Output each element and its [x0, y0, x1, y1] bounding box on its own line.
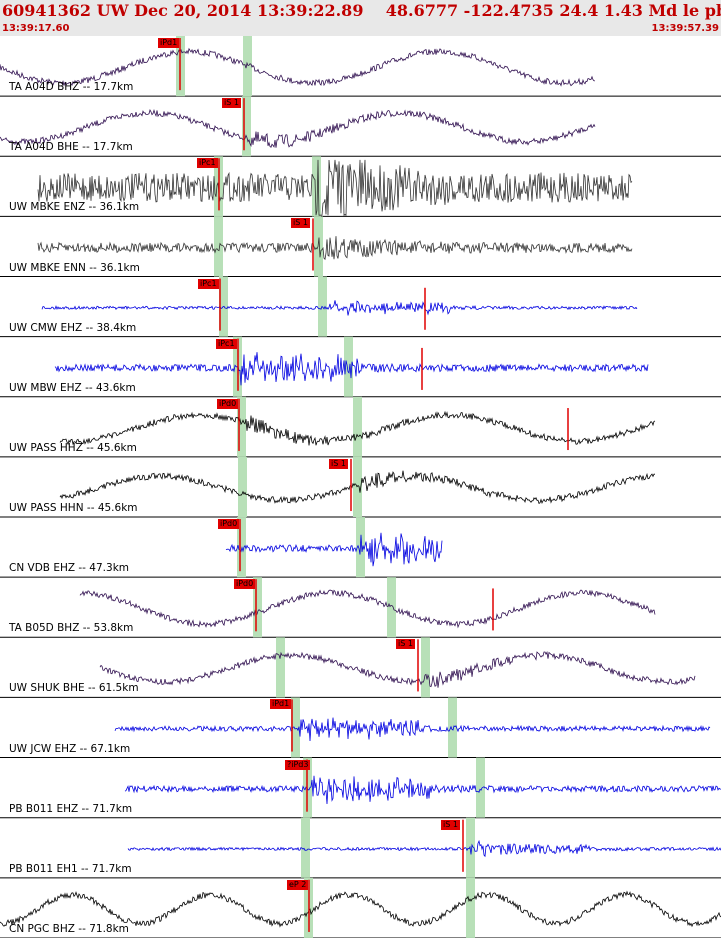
waveform-trace[interactable] — [41, 300, 638, 316]
phase-pick-label[interactable]: iS 1 — [441, 819, 460, 830]
waveform-trace[interactable] — [0, 890, 721, 928]
phase-pick-label[interactable]: iS 1 — [329, 458, 348, 469]
phase-pick-label[interactable]: iPd0 — [217, 398, 239, 409]
phase-window-band — [476, 757, 485, 818]
header-bar: 60941362 UW Dec 20, 2014 13:39:22.89 48.… — [0, 0, 721, 36]
waveform-trace[interactable] — [59, 470, 655, 505]
phase-pick-label[interactable]: eP 2 — [287, 879, 309, 890]
seismogram-canvas[interactable] — [0, 36, 721, 938]
channel-label: UW MBKE ENZ -- 36.1km — [9, 201, 140, 214]
channel-label: UW SHUK BHE -- 61.5km — [9, 682, 139, 695]
trace-panel: iPd1 TA A04D BHZ -- 17.7km iS 1 TA A04D BHE… — [0, 36, 721, 938]
phase-pick-label[interactable]: iPc1 — [197, 158, 218, 169]
channel-label: CN PGC BHZ -- 71.8km — [9, 922, 129, 935]
phase-window-band — [291, 697, 300, 758]
channel-label: UW PASS HHN -- 45.6km — [9, 502, 138, 515]
waveform-trace[interactable] — [54, 352, 649, 386]
phase-pick-label[interactable]: ?iPd3 — [285, 759, 311, 770]
waveform-trace[interactable] — [114, 717, 711, 742]
phase-window-band — [301, 817, 310, 878]
phase-pick-label[interactable]: iS 1 — [222, 98, 241, 109]
channel-label: PB B011 EH1 -- 71.7km — [9, 862, 132, 875]
channel-label: TA A04D BHZ -- 17.7km — [9, 81, 134, 94]
phase-pick-label[interactable]: iS 1 — [396, 639, 415, 650]
event-title: 60941362 UW Dec 20, 2014 13:39:22.89 48.… — [2, 1, 721, 20]
waveform-trace[interactable] — [225, 532, 443, 567]
channel-label: UW MBW EHZ -- 43.6km — [9, 381, 136, 394]
phase-window-band — [243, 36, 252, 97]
start-time: 13:39:17.60 — [2, 23, 70, 34]
waveform-trace[interactable] — [0, 108, 596, 148]
end-time: 13:39:57.39 — [651, 23, 719, 34]
phase-window-band — [237, 396, 246, 457]
phase-pick-label[interactable]: iS 1 — [291, 218, 310, 229]
phase-pick-label[interactable]: iPc1 — [216, 338, 237, 349]
phase-window-band — [237, 517, 246, 578]
channel-label: UW MBKE ENN -- 36.1km — [9, 261, 140, 274]
phase-pick-label[interactable]: iPc1 — [198, 278, 219, 289]
channel-label: UW JCW EHZ -- 67.1km — [9, 742, 131, 755]
phase-pick-label[interactable]: iPd0 — [218, 519, 240, 530]
waveform-trace[interactable] — [37, 159, 633, 216]
phase-window-band — [214, 216, 223, 277]
waveform-trace[interactable] — [127, 839, 721, 858]
phase-pick-label[interactable]: iPd1 — [158, 38, 180, 48]
phase-window-band — [253, 577, 262, 638]
phase-window-band — [344, 336, 353, 397]
waveform-trace[interactable] — [37, 236, 633, 261]
channel-label: TA A04D BHE -- 17.7km — [9, 141, 133, 154]
channel-label: CN VDB EHZ -- 47.3km — [9, 562, 129, 575]
phase-window-band — [421, 637, 430, 698]
waveform-trace[interactable] — [79, 589, 656, 629]
channel-label: TA B05D BHZ -- 53.8km — [9, 622, 134, 635]
channel-label: UW PASS HHZ -- 45.6km — [9, 441, 137, 454]
phase-window-band — [353, 456, 362, 518]
phase-window-band — [314, 216, 323, 277]
phase-window-band — [448, 697, 457, 758]
phase-window-band — [312, 156, 321, 217]
phase-window-band — [242, 96, 251, 157]
waveform-trace[interactable] — [0, 47, 596, 87]
waveform-trace[interactable] — [59, 410, 656, 446]
waveform-trace[interactable] — [124, 775, 721, 805]
phase-window-band — [466, 877, 475, 938]
channel-label: PB B011 EHZ -- 71.7km — [9, 802, 133, 815]
phase-window-band — [387, 577, 396, 638]
phase-pick-label[interactable]: iPd0 — [234, 579, 256, 590]
phase-window-band — [353, 396, 362, 457]
waveform-trace[interactable] — [99, 651, 696, 688]
phase-pick-label[interactable]: iPd1 — [270, 699, 292, 710]
phase-window-band — [276, 637, 285, 698]
channel-label: UW CMW EHZ -- 38.4km — [9, 321, 137, 334]
phase-window-band — [238, 456, 247, 518]
